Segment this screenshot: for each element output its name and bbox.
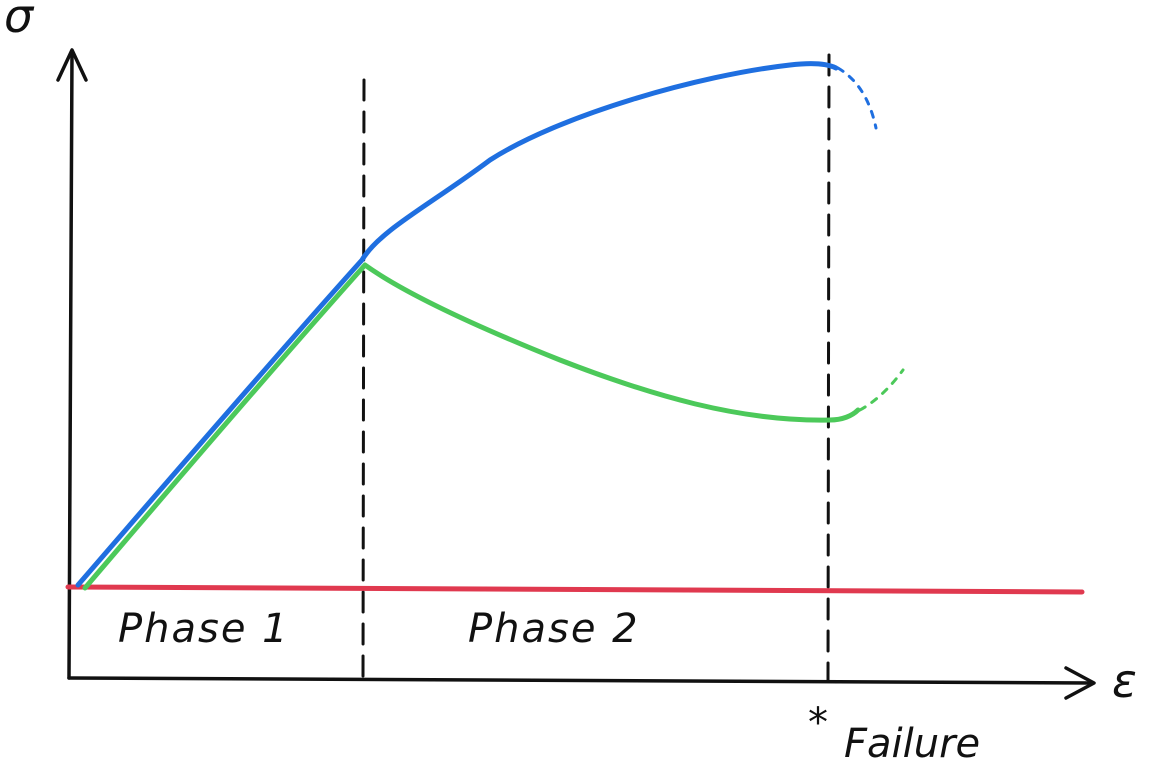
y-axis-symbol: σ: [4, 0, 35, 43]
x-axis: [67, 666, 1096, 700]
x-axis-symbol: ε: [1112, 654, 1137, 708]
phase-1-label: Phase 1: [118, 606, 290, 652]
failure-marker: *: [808, 700, 828, 746]
y-axis: [56, 48, 88, 680]
blue-curve-extension: [836, 66, 878, 130]
green-curve-extension: [858, 368, 905, 412]
blue-curve: [75, 61, 839, 588]
baseline-red-line: [65, 584, 1085, 595]
phase-2-label: Phase 2: [468, 606, 640, 652]
phase-boundary-line: [361, 78, 366, 682]
green-curve: [82, 262, 861, 591]
failure-label: Failure: [844, 721, 980, 766]
failure-boundary-line: [826, 53, 831, 682]
